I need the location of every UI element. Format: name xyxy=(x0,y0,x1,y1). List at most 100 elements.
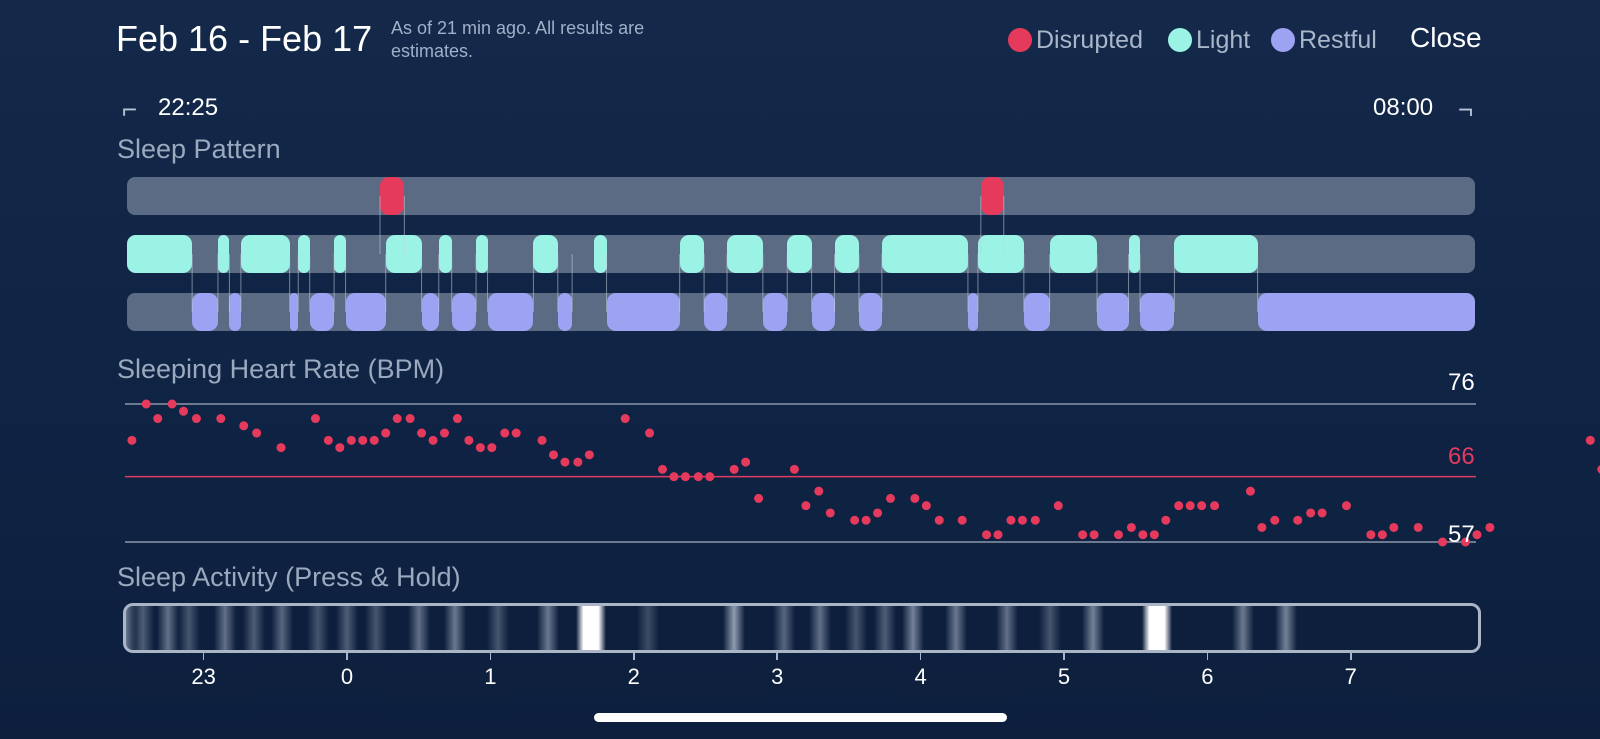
legend-disrupted: Disrupted xyxy=(1008,26,1143,54)
hr-max-label: 76 xyxy=(1448,369,1475,396)
hr-data-point xyxy=(1017,515,1027,525)
disrupted-dot-icon xyxy=(1008,28,1032,52)
activity-band xyxy=(1081,606,1104,650)
hr-data-point xyxy=(346,435,356,445)
restful-segment xyxy=(704,293,727,331)
start-time: 22:25 xyxy=(158,94,219,121)
axis-tick xyxy=(1206,650,1209,660)
activity-band xyxy=(773,606,796,650)
light-segment xyxy=(298,235,310,273)
restful-segment xyxy=(1140,293,1175,331)
light-segment xyxy=(977,235,1024,273)
sleep-pattern-chart[interactable] xyxy=(0,0,1600,340)
hr-data-point xyxy=(705,472,715,482)
hr-data-point xyxy=(680,472,690,482)
disrupted-track xyxy=(127,177,1475,215)
axis-tick xyxy=(1350,650,1352,660)
hr-data-point xyxy=(405,414,415,424)
sleep-activity-title: Sleep Activity (Press & Hold) xyxy=(117,562,461,592)
home-indicator[interactable] xyxy=(594,713,1007,722)
restful-segment xyxy=(451,293,477,331)
light-segment xyxy=(1174,235,1258,273)
close-button[interactable]: Close xyxy=(1410,22,1482,53)
hr-data-point xyxy=(573,457,583,467)
hr-data-point xyxy=(167,399,177,409)
axis-tick xyxy=(202,650,205,660)
activity-band xyxy=(536,606,559,650)
hr-data-point xyxy=(1257,522,1267,532)
hr-data-point xyxy=(1089,530,1099,540)
activity-band xyxy=(407,606,430,650)
light-segment xyxy=(593,235,607,273)
sleep-pattern-title: Sleep Pattern xyxy=(117,134,281,164)
hr-data-point xyxy=(1030,515,1040,525)
hr-data-point xyxy=(487,443,497,453)
activity-band xyxy=(214,606,237,650)
hr-data-point xyxy=(323,435,333,445)
light-segment xyxy=(334,235,346,273)
hr-data-point xyxy=(645,428,655,438)
activity-band xyxy=(1275,606,1298,650)
axis-tick-label: 0 xyxy=(340,664,354,689)
hr-data-point xyxy=(620,414,630,424)
hr-data-point xyxy=(1366,530,1376,540)
light-segment xyxy=(533,235,558,273)
light-segment xyxy=(1128,235,1140,273)
hr-data-point xyxy=(500,428,510,438)
activity-band xyxy=(178,606,201,650)
hr-data-point xyxy=(369,435,379,445)
hr-data-point xyxy=(1210,501,1220,511)
axis-tick-label: 6 xyxy=(1201,664,1214,689)
light-segment xyxy=(127,235,193,273)
restful-segment xyxy=(606,293,680,331)
hr-data-point xyxy=(537,435,547,445)
hr-data-point xyxy=(1597,465,1600,474)
restful-segment xyxy=(487,293,534,331)
activity-band xyxy=(486,606,509,650)
heart-rate-chart[interactable] xyxy=(0,390,1600,555)
restful-segment xyxy=(289,293,299,331)
activity-band xyxy=(902,606,925,650)
hr-data-point xyxy=(789,464,799,474)
hr-data-point xyxy=(428,435,438,445)
legend-light: Light xyxy=(1168,26,1250,54)
hr-min-label: 57 xyxy=(1448,521,1475,548)
activity-band xyxy=(945,606,968,650)
restful-segment xyxy=(421,293,439,331)
activity-band xyxy=(271,606,294,650)
hr-data-point xyxy=(276,443,286,453)
sleep-activity-bar[interactable] xyxy=(123,603,1481,653)
hr-data-point xyxy=(669,472,679,482)
hr-data-point xyxy=(1413,522,1423,532)
restful-segment xyxy=(1023,293,1050,331)
hr-data-point xyxy=(440,428,450,438)
hr-data-point xyxy=(993,530,1003,540)
hr-data-point xyxy=(910,493,920,503)
hr-data-point xyxy=(1078,530,1088,540)
hr-data-point xyxy=(825,508,835,518)
axis-tick xyxy=(919,650,922,660)
activity-band xyxy=(873,606,896,650)
hr-data-point xyxy=(1389,522,1399,532)
restful-segment xyxy=(858,293,882,331)
hr-data-point xyxy=(417,428,427,438)
hr-data-point xyxy=(850,515,860,525)
legend-disrupted-label: Disrupted xyxy=(1036,25,1143,54)
hr-data-point xyxy=(584,450,594,460)
restful-track xyxy=(127,293,1475,331)
light-segment xyxy=(476,235,488,273)
hr-data-point xyxy=(1585,435,1595,445)
activity-band xyxy=(1232,606,1255,650)
hr-data-point xyxy=(729,464,739,474)
hr-data-point xyxy=(814,486,824,496)
light-segment xyxy=(727,235,763,273)
end-bracket-icon: ¬ xyxy=(1458,94,1474,124)
hr-data-point xyxy=(1293,515,1303,525)
hr-data-point xyxy=(1161,515,1171,525)
hr-data-point xyxy=(1174,501,1184,511)
hr-data-point xyxy=(885,493,895,503)
legend-light-label: Light xyxy=(1196,25,1251,54)
hr-data-point xyxy=(1113,530,1123,540)
axis-tick xyxy=(489,650,492,660)
hr-data-point xyxy=(127,435,137,445)
